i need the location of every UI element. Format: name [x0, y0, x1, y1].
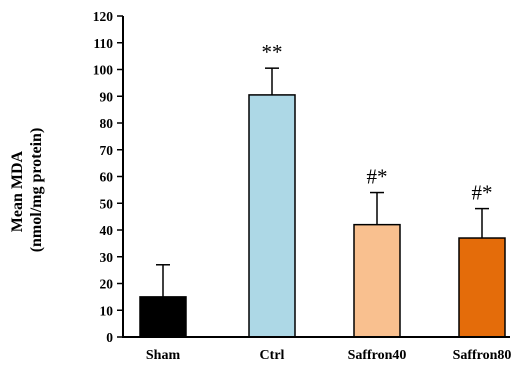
y-tick-label: 10 — [100, 303, 114, 318]
bar-sham — [139, 296, 187, 338]
y-tick-label: 90 — [100, 89, 114, 104]
bars — [139, 94, 506, 338]
y-axis-label: Mean MDA (nmol/mg protein) — [9, 128, 45, 253]
annotation-saffron80: #* — [472, 181, 493, 205]
category-label-saffron80: Saffron80 — [453, 348, 512, 363]
annotation-saffron40: #* — [367, 165, 388, 189]
y-tick-label: 80 — [100, 116, 114, 131]
bar-ctrl — [248, 94, 296, 338]
error-bars — [156, 67, 489, 297]
bar-saffron80 — [458, 237, 506, 338]
y-tick-label: 40 — [100, 223, 114, 238]
y-tick-label: 30 — [100, 250, 114, 265]
category-label-ctrl: Ctrl — [260, 348, 285, 363]
y-tick-label: 0 — [106, 330, 113, 345]
y-tick-label: 100 — [93, 63, 114, 78]
y-axis-label-line-1: Mean MDA — [9, 150, 26, 232]
y-tick-label: 20 — [100, 277, 114, 292]
x-axis-categories: Sham Ctrl Saffron40 Saffron80 — [146, 348, 512, 363]
bar-saffron40 — [353, 223, 401, 338]
y-axis-ticks: 0 10 20 30 40 50 60 70 80 90 100 110 120 — [93, 9, 123, 345]
y-tick-label: 50 — [100, 196, 114, 211]
significance-annotations: ** #* #* — [262, 40, 493, 204]
y-axis-label-line-2: (nmol/mg protein) — [28, 128, 45, 253]
y-tick-label: 60 — [100, 170, 114, 185]
y-tick-label: 120 — [93, 9, 114, 24]
annotation-ctrl: ** — [262, 40, 283, 64]
category-label-saffron40: Saffron40 — [348, 348, 407, 363]
y-tick-label: 110 — [93, 36, 113, 51]
y-tick-label: 70 — [100, 143, 114, 158]
category-label-sham: Sham — [146, 348, 181, 363]
